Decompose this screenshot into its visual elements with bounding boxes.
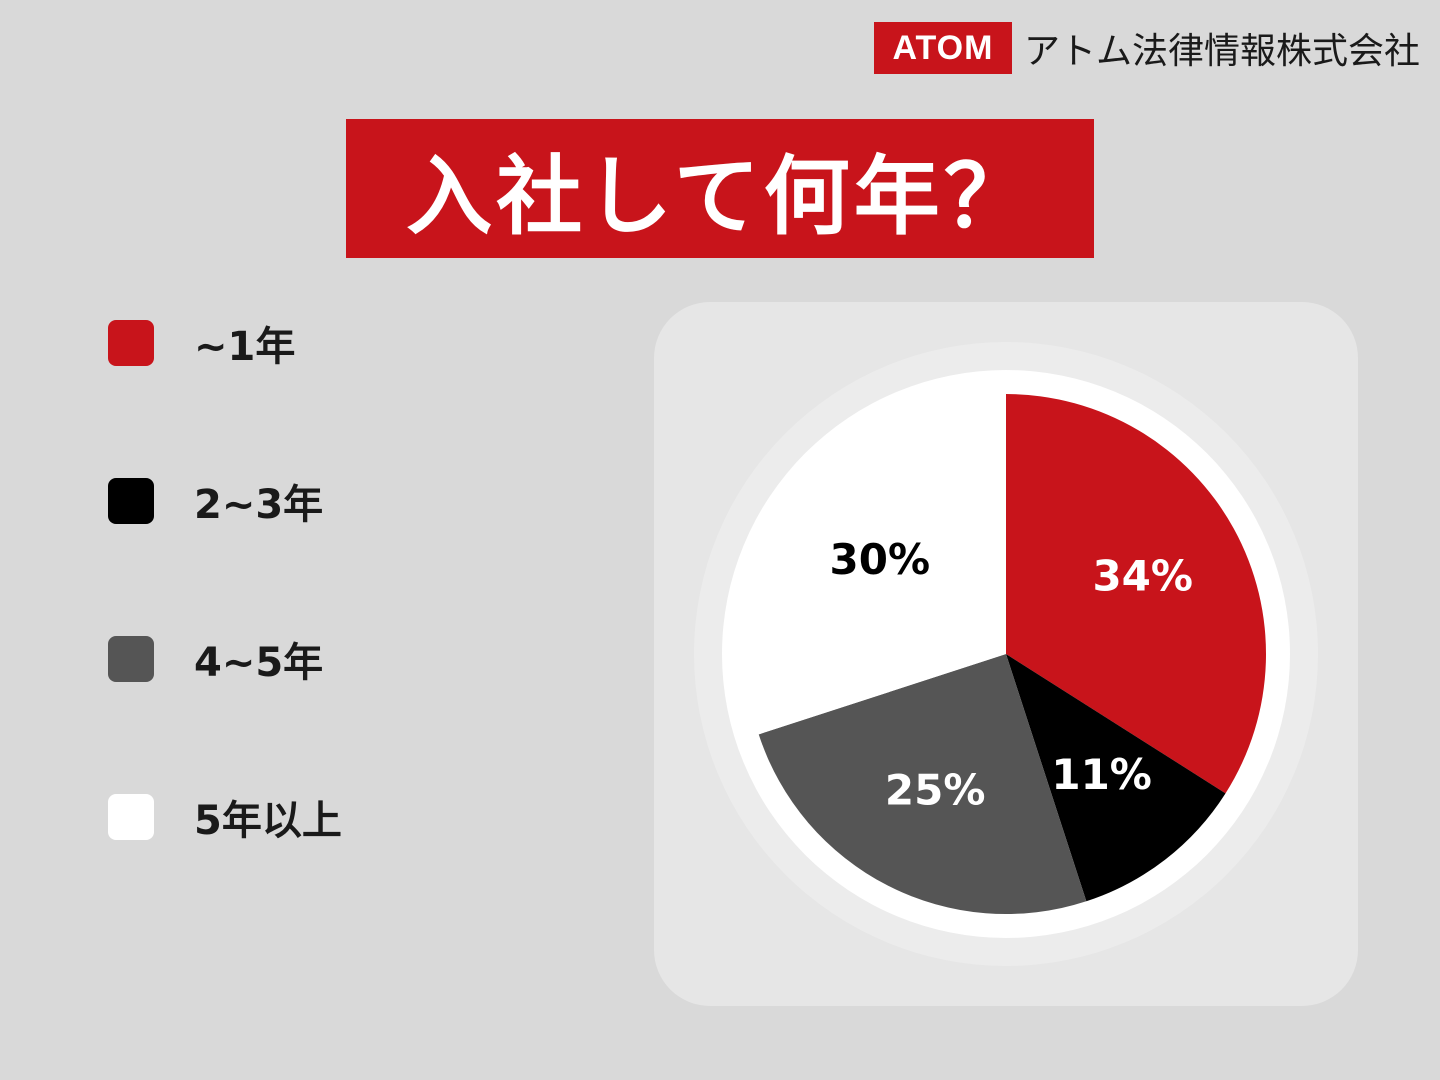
pie-slice (746, 394, 1006, 735)
pie-slice (1006, 654, 1226, 902)
pie-slice (1006, 394, 1266, 794)
legend-item-4: 5年以上 (108, 788, 342, 846)
legend-item-1: ~1年 (108, 314, 295, 372)
company-name: アトム法律情報株式会社 (1023, 31, 1420, 72)
pie-slice-label: 30% (830, 535, 931, 584)
atom-logo: ATOM (873, 22, 1012, 74)
legend-item-3: 4~5年 (108, 630, 323, 688)
pie-slice-label: 25% (885, 765, 986, 814)
chart-title: 入社して何年？ (406, 147, 1034, 247)
pie-slice (758, 654, 1087, 914)
brand-header: ATOM アトム法律情報株式会社 (873, 22, 1420, 74)
pie-slice-label: 11% (1051, 750, 1152, 799)
legend-item-2: 2~3年 (108, 472, 323, 530)
legend-label: ~1年 (194, 324, 296, 370)
legend-swatch (108, 794, 154, 840)
legend-label: 4~5年 (194, 640, 324, 686)
pie-chart: 34% 11% 25% 30% (694, 342, 1318, 966)
legend-swatch (108, 478, 154, 524)
legend-label: 2~3年 (194, 482, 324, 528)
legend-swatch (108, 320, 154, 366)
title-banner: 入社して何年？ (346, 119, 1094, 258)
legend-swatch (108, 636, 154, 682)
pie-slice-label: 34% (1092, 551, 1193, 600)
legend-label: 5年以上 (194, 798, 342, 844)
